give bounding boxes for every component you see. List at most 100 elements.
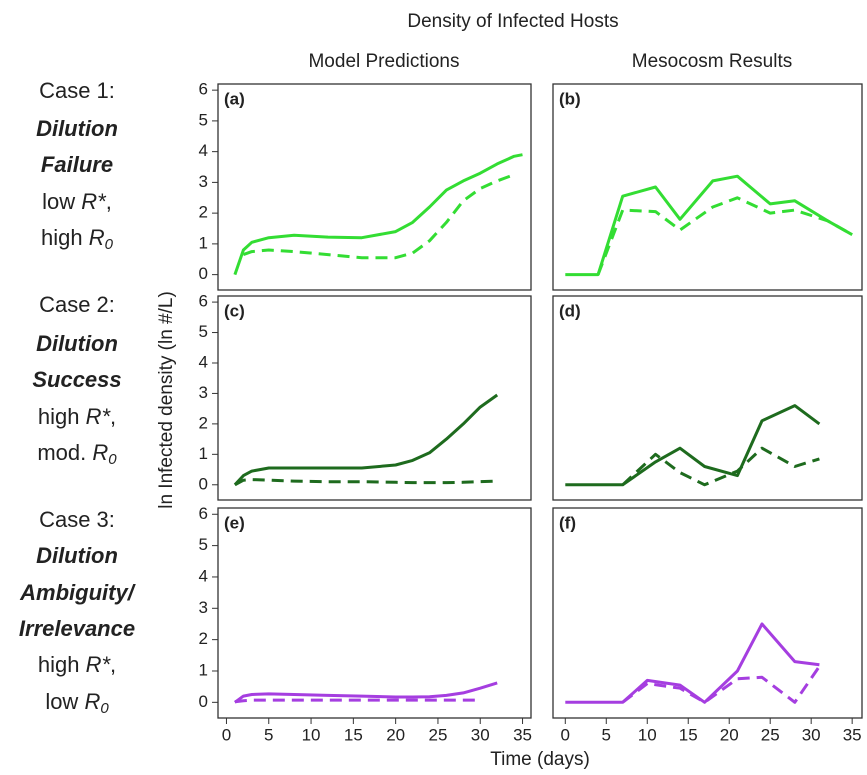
row-label: Failure (41, 152, 113, 177)
row-label-part: 0 (108, 451, 117, 468)
row-label: low R*, (42, 189, 112, 214)
row-label: high R*, (38, 404, 116, 429)
row-label-part: , (110, 652, 116, 677)
row-label-part: Case 2: (39, 292, 115, 317)
series-line (242, 173, 515, 260)
y-tick-label: 3 (199, 172, 208, 191)
row-label: Dilution (36, 331, 118, 356)
row-label-part: mod. (37, 440, 92, 465)
series-line (234, 681, 498, 704)
y-tick-label: 4 (199, 141, 208, 160)
y-tick-label: 1 (199, 660, 208, 679)
y-tick-label: 3 (199, 598, 208, 617)
row-label: low R0 (45, 689, 109, 717)
y-tick-label: 2 (199, 629, 208, 648)
row-label-part: Ambiguity/ (19, 580, 137, 605)
row-label-part: Success (32, 367, 121, 392)
row-label-part: R (84, 689, 100, 714)
y-tick-label: 0 (199, 474, 208, 493)
row-label: Success (32, 367, 121, 392)
row-label-part: R (89, 225, 105, 250)
panel-label: (b) (559, 89, 581, 108)
y-tick-label: 6 (199, 504, 208, 523)
x-tick-label: 25 (428, 725, 447, 744)
y-tick-label: 5 (199, 110, 208, 129)
panel-label: (a) (224, 89, 245, 108)
x-tick-label: 5 (602, 725, 611, 744)
row-label: Case 2: (39, 292, 115, 317)
x-axis-label: Time (days) (490, 749, 590, 770)
panel-label: (f) (559, 513, 576, 532)
y-tick-label: 2 (199, 203, 208, 222)
y-tick-label: 6 (199, 80, 208, 99)
series-line (233, 153, 523, 276)
y-tick-label: 4 (199, 352, 208, 371)
y-tick-label: 1 (199, 444, 208, 463)
x-tick-label: 10 (638, 725, 657, 744)
row-label: Dilution (36, 116, 118, 141)
row-label-part: low (42, 189, 81, 214)
series-line (596, 196, 853, 276)
row-label: Case 1: (39, 78, 115, 103)
y-tick-label: 5 (199, 322, 208, 341)
panel-frame (217, 83, 532, 291)
panel-frame (217, 295, 532, 501)
column-title: Mesocosm Results (632, 51, 793, 72)
row-label-part: Dilution (36, 116, 118, 141)
panel-label: (c) (224, 301, 245, 320)
x-tick-label: 35 (513, 725, 532, 744)
row-label: Case 3: (39, 507, 115, 532)
x-tick-label: 0 (561, 725, 570, 744)
row-label-part: , (110, 404, 116, 429)
row-label-part: R* (86, 652, 112, 677)
x-tick-label: 35 (843, 725, 862, 744)
row-label: Irrelevance (19, 616, 135, 641)
row-label-part: Dilution (36, 543, 118, 568)
x-tick-label: 25 (761, 725, 780, 744)
y-tick-label: 4 (199, 566, 208, 585)
y-tick-label: 0 (199, 264, 208, 283)
y-tick-label: 1 (199, 233, 208, 252)
row-label: Ambiguity/ (19, 580, 137, 605)
row-label-part: R* (86, 404, 112, 429)
row-label-part: Case 1: (39, 78, 115, 103)
series-line (234, 478, 498, 487)
x-tick-label: 15 (679, 725, 698, 744)
column-title: Model Predictions (308, 51, 459, 72)
series-line (233, 393, 499, 486)
panel-frame (552, 507, 863, 719)
y-tick-label: 2 (199, 413, 208, 432)
row-label-part: R* (81, 189, 107, 214)
x-tick-label: 0 (222, 725, 231, 744)
row-label-part: R (92, 440, 108, 465)
row-label: high R*, (38, 652, 116, 677)
x-tick-label: 30 (471, 725, 490, 744)
x-tick-label: 5 (264, 725, 273, 744)
row-label-part: Case 3: (39, 507, 115, 532)
series-line (565, 404, 821, 487)
row-label-part: Failure (41, 152, 113, 177)
series-line (621, 446, 820, 487)
x-tick-label: 30 (802, 725, 821, 744)
panel-frame (552, 83, 863, 291)
row-label-part: high (38, 652, 86, 677)
panel-frame (217, 507, 532, 719)
x-tick-label: 15 (344, 725, 363, 744)
row-label-part: high (38, 404, 86, 429)
row-label-part: low (45, 689, 84, 714)
series-line (621, 665, 821, 704)
y-axis-label: ln Infected density (ln #/L) (156, 291, 177, 509)
row-label-part: Irrelevance (19, 616, 135, 641)
row-label-part: Dilution (36, 331, 118, 356)
x-tick-label: 20 (720, 725, 739, 744)
y-tick-label: 0 (199, 692, 208, 711)
y-tick-label: 3 (199, 383, 208, 402)
row-label-part: high (41, 225, 89, 250)
y-tick-label: 5 (199, 535, 208, 554)
x-tick-label: 20 (386, 725, 405, 744)
row-label: Dilution (36, 543, 118, 568)
panel-label: (e) (224, 513, 245, 532)
row-label-part: , (106, 189, 112, 214)
series-line (234, 698, 481, 704)
